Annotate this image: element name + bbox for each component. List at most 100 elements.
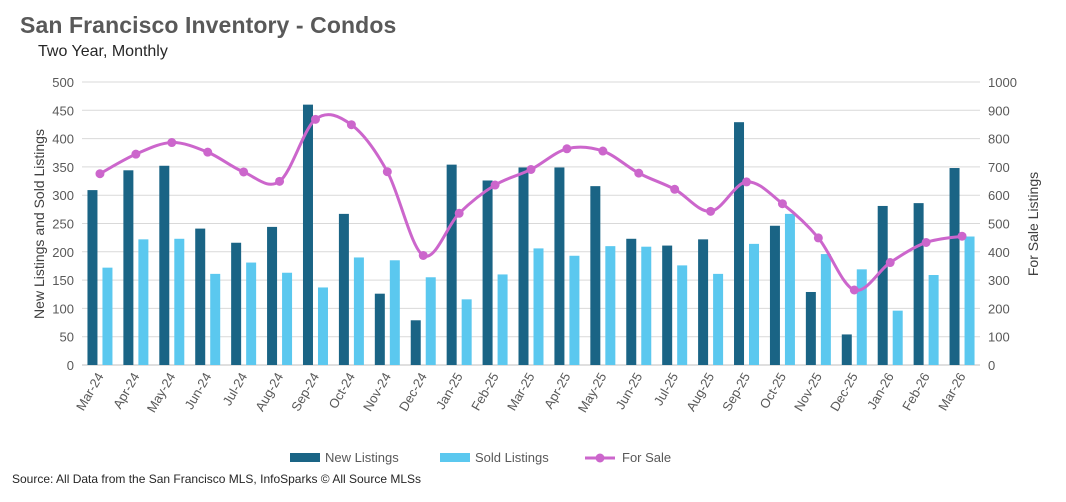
legend-swatch-sold-listings <box>440 453 470 462</box>
bar-sold-listings <box>174 238 185 365</box>
for-sale-point <box>670 184 680 194</box>
x-tick-label: Aug-25 <box>683 370 717 414</box>
x-tick-label: Mar-26 <box>935 370 969 413</box>
x-tick-label: Jan-26 <box>864 370 897 412</box>
legend-marker-for-sale <box>595 453 605 463</box>
bar-new-listings <box>554 167 565 365</box>
x-tick-label: Mar-24 <box>73 370 107 413</box>
bar-sold-listings <box>533 248 544 365</box>
left-tick-label: 450 <box>52 103 74 118</box>
for-sale-point <box>346 120 356 130</box>
bar-sold-listings <box>856 269 867 365</box>
right-tick-label: 300 <box>988 273 1010 288</box>
bar-sold-listings <box>892 310 903 365</box>
for-sale-point <box>885 258 895 268</box>
for-sale-point <box>706 206 716 216</box>
bar-new-listings <box>195 228 206 365</box>
bar-new-listings <box>662 245 673 365</box>
for-sale-point <box>957 231 967 241</box>
x-tick-label: Jul-24 <box>220 370 251 408</box>
for-sale-point <box>310 114 320 124</box>
bar-sold-listings <box>784 213 795 365</box>
bar-sold-listings <box>820 254 831 365</box>
line-series <box>95 113 967 295</box>
bar-new-listings <box>410 320 421 365</box>
right-tick-label: 1000 <box>988 75 1017 90</box>
right-tick-label: 400 <box>988 245 1010 260</box>
for-sale-point <box>742 177 752 187</box>
bar-new-listings <box>626 238 637 365</box>
bar-new-listings <box>159 165 170 365</box>
bar-sold-listings <box>497 274 508 365</box>
x-tick-label: Apr-25 <box>541 370 574 411</box>
legend-label-sold-listings: Sold Listings <box>475 450 549 465</box>
for-sale-point <box>167 138 177 148</box>
legend-label-for-sale: For Sale <box>622 450 671 465</box>
bar-new-listings <box>267 226 278 365</box>
right-axis-label: For Sale Listings <box>1025 172 1041 276</box>
bar-sold-listings <box>605 246 616 365</box>
bar-new-listings <box>446 164 457 365</box>
bar-new-listings <box>698 239 709 365</box>
x-axis-ticks: Mar-24 Apr-24 May-24 Jun-24 Jul-24 Aug-24 Sep-… <box>73 370 969 415</box>
for-sale-point <box>921 237 931 247</box>
for-sale-point <box>490 180 500 190</box>
bar-sold-listings <box>677 265 688 365</box>
x-tick-label: Feb-26 <box>899 370 933 413</box>
for-sale-point <box>454 208 464 218</box>
chart-legend: New Listings Sold Listings For Sale <box>290 450 671 465</box>
bar-sold-listings <box>713 273 724 365</box>
for-sale-point <box>95 169 105 179</box>
right-tick-label: 800 <box>988 132 1010 147</box>
x-tick-label: Jun-24 <box>181 370 214 412</box>
x-tick-label: Nov-25 <box>791 370 825 414</box>
for-sale-point <box>131 149 141 159</box>
bar-sold-listings <box>569 255 580 365</box>
x-tick-label: Sep-25 <box>719 370 753 414</box>
bar-sold-listings <box>282 272 293 365</box>
right-tick-label: 100 <box>988 330 1010 345</box>
for-sale-point <box>275 176 285 186</box>
left-axis-label: New Listings and Sold Listings <box>31 129 47 319</box>
left-tick-label: 50 <box>60 330 74 345</box>
bar-new-listings <box>338 213 349 365</box>
bar-sold-listings <box>389 260 400 365</box>
for-sale-point <box>418 250 428 260</box>
bar-sold-listings <box>425 277 436 365</box>
bar-sold-listings <box>317 287 328 365</box>
x-tick-label: Mar-25 <box>504 370 538 413</box>
for-sale-point <box>598 146 608 156</box>
bar-new-listings <box>374 293 385 365</box>
bar-new-listings <box>913 203 924 365</box>
bar-new-listings <box>949 168 960 365</box>
bar-sold-listings <box>102 267 113 365</box>
for-sale-point <box>239 167 249 177</box>
x-tick-label: Oct-24 <box>325 370 357 411</box>
bar-new-listings <box>518 167 529 365</box>
left-tick-label: 200 <box>52 245 74 260</box>
legend-swatch-new-listings <box>290 453 320 462</box>
for-sale-point <box>526 164 536 174</box>
bar-sold-listings <box>641 246 652 365</box>
bar-sold-listings <box>749 243 760 365</box>
right-tick-label: 900 <box>988 103 1010 118</box>
for-sale-point <box>634 168 644 178</box>
bar-new-listings <box>123 170 134 365</box>
left-tick-label: 500 <box>52 75 74 90</box>
for-sale-point <box>813 233 823 243</box>
bar-new-listings <box>590 186 601 365</box>
left-tick-label: 300 <box>52 188 74 203</box>
bar-new-listings <box>769 225 780 365</box>
bar-sold-listings <box>210 273 221 365</box>
x-tick-label: Feb-25 <box>468 370 502 413</box>
legend-label-new-listings: New Listings <box>325 450 399 465</box>
for-sale-point <box>777 199 787 209</box>
left-tick-label: 150 <box>52 273 74 288</box>
x-tick-label: Jan-25 <box>433 370 466 412</box>
right-tick-label: 600 <box>988 188 1010 203</box>
bar-new-listings <box>841 334 852 365</box>
bar-sold-listings <box>461 299 472 365</box>
bar-new-listings <box>877 205 888 365</box>
chart-subtitle: Two Year, Monthly <box>38 43 168 60</box>
bar-new-listings <box>482 180 493 365</box>
